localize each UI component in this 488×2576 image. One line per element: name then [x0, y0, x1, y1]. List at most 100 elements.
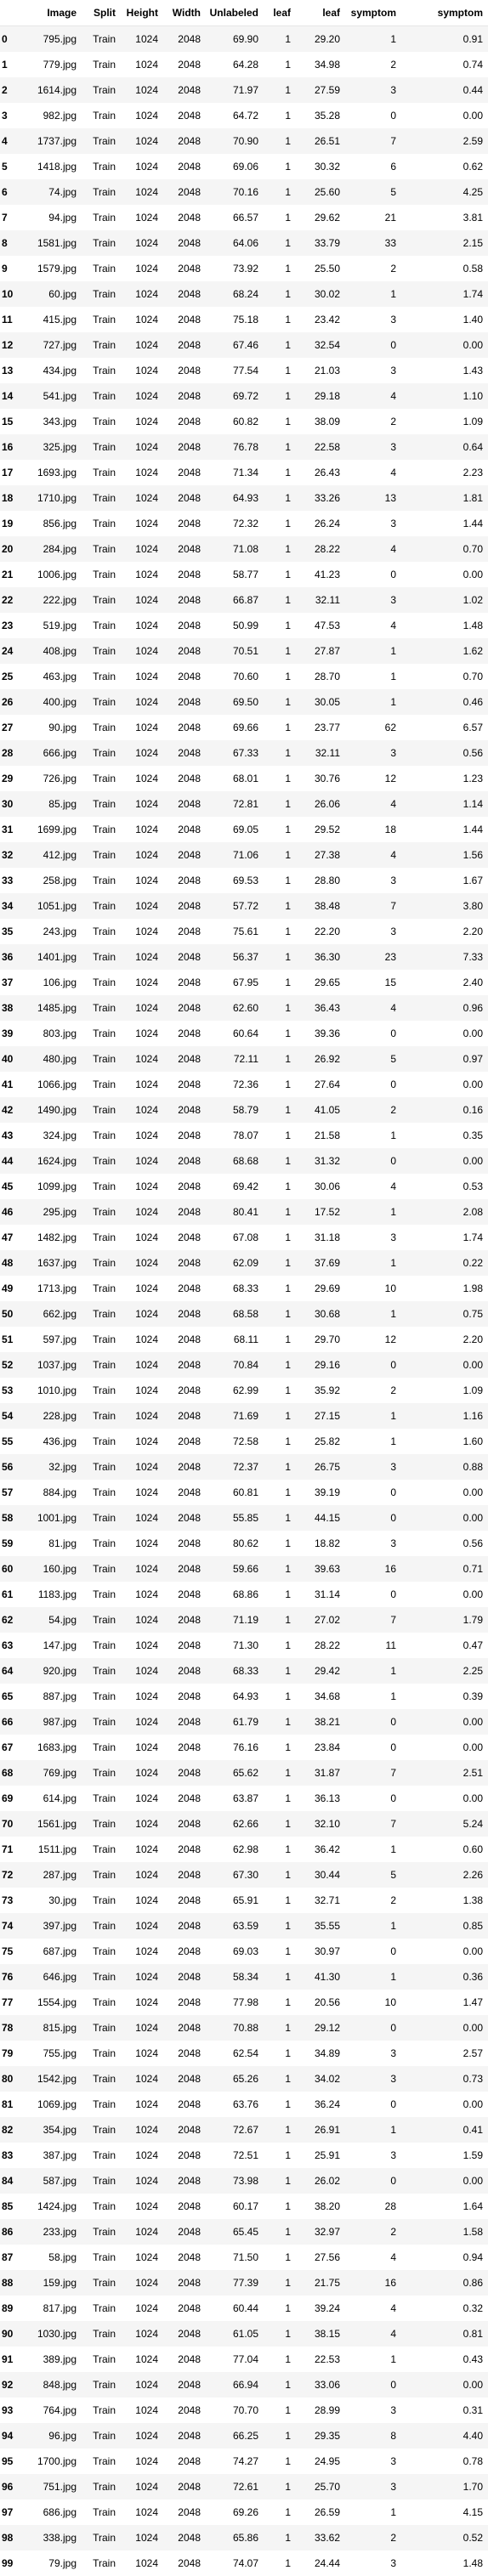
symptom-count-cell: 33 — [345, 230, 401, 256]
symptom-percent-cell: 2.08 — [401, 1199, 488, 1225]
image-cell: 160.jpg — [29, 1556, 82, 1582]
symptom-count-cell: 1 — [345, 1123, 401, 1148]
symptom-count-cell: 3 — [345, 434, 401, 460]
symptom-percent-cell: 0.73 — [401, 2066, 488, 2092]
leaf-percent-cell: 29.69 — [296, 1276, 345, 1301]
symptom-count-cell: 4 — [345, 2245, 401, 2270]
height-cell: 1024 — [121, 1021, 163, 1046]
width-cell: 2048 — [163, 1429, 206, 1454]
symptom-percent-cell: 1.48 — [401, 2551, 488, 2576]
symptom-count-cell: 3 — [345, 511, 401, 536]
height-cell: 1024 — [121, 562, 163, 587]
symptom-count-cell: 2 — [345, 1888, 401, 1913]
header-symptom-count: symptom — [345, 0, 401, 26]
symptom-percent-cell: 0.00 — [401, 2015, 488, 2041]
height-cell: 1024 — [121, 77, 163, 103]
split-cell: Train — [82, 1658, 121, 1684]
symptom-count-cell: 1 — [345, 1301, 401, 1327]
height-cell: 1024 — [121, 1301, 163, 1327]
unlabeled-cell: 75.61 — [206, 919, 264, 944]
unlabeled-cell: 67.46 — [206, 332, 264, 358]
height-cell: 1024 — [121, 2066, 163, 2092]
symptom-count-cell: 3 — [345, 358, 401, 383]
leaf-percent-cell: 37.69 — [296, 1250, 345, 1276]
header-split: Split — [82, 0, 121, 26]
split-cell: Train — [82, 1939, 121, 1964]
symptom-percent-cell: 0.96 — [401, 995, 488, 1021]
unlabeled-cell: 65.45 — [206, 2219, 264, 2245]
width-cell: 2048 — [163, 1913, 206, 1939]
row-index: 10 — [0, 281, 29, 307]
height-cell: 1024 — [121, 2347, 163, 2372]
unlabeled-cell: 63.59 — [206, 1913, 264, 1939]
row-index: 40 — [0, 1046, 29, 1072]
leaf-percent-cell: 36.42 — [296, 1837, 345, 1862]
row-index: 41 — [0, 1072, 29, 1097]
height-cell: 1024 — [121, 1556, 163, 1582]
leaf-percent-cell: 35.55 — [296, 1913, 345, 1939]
width-cell: 2048 — [163, 2474, 206, 2500]
symptom-percent-cell: 0.58 — [401, 256, 488, 281]
symptom-count-cell: 3 — [345, 919, 401, 944]
leaf-percent-cell: 27.02 — [296, 1607, 345, 1633]
height-cell: 1024 — [121, 893, 163, 919]
leaf-count-cell: 1 — [264, 817, 296, 842]
symptom-percent-cell: 5.24 — [401, 1811, 488, 1837]
split-cell: Train — [82, 1582, 121, 1607]
symptom-percent-cell: 1.70 — [401, 2474, 488, 2500]
leaf-percent-cell: 39.36 — [296, 1021, 345, 1046]
symptom-count-cell: 2 — [345, 2525, 401, 2551]
height-cell: 1024 — [121, 2219, 163, 2245]
leaf-percent-cell: 21.03 — [296, 358, 345, 383]
symptom-percent-cell: 1.40 — [401, 307, 488, 332]
symptom-percent-cell: 1.14 — [401, 791, 488, 817]
row-index: 95 — [0, 2449, 29, 2474]
symptom-count-cell: 3 — [345, 1454, 401, 1480]
image-cell: 779.jpg — [29, 52, 82, 77]
row-index: 30 — [0, 791, 29, 817]
leaf-count-cell: 1 — [264, 256, 296, 281]
width-cell: 2048 — [163, 1327, 206, 1352]
unlabeled-cell: 69.05 — [206, 817, 264, 842]
leaf-percent-cell: 32.11 — [296, 587, 345, 613]
width-cell: 2048 — [163, 256, 206, 281]
leaf-percent-cell: 18.82 — [296, 1531, 345, 1556]
leaf-percent-cell: 27.15 — [296, 1403, 345, 1429]
symptom-percent-cell: 0.00 — [401, 1021, 488, 1046]
leaf-count-cell: 1 — [264, 2551, 296, 2576]
unlabeled-cell: 64.93 — [206, 485, 264, 511]
leaf-percent-cell: 31.14 — [296, 1582, 345, 1607]
split-cell: Train — [82, 256, 121, 281]
unlabeled-cell: 57.72 — [206, 893, 264, 919]
split-cell: Train — [82, 2143, 121, 2168]
leaf-count-cell: 1 — [264, 2500, 296, 2525]
row-index: 37 — [0, 970, 29, 995]
leaf-percent-cell: 47.53 — [296, 613, 345, 638]
symptom-percent-cell: 1.02 — [401, 587, 488, 613]
leaf-percent-cell: 38.09 — [296, 409, 345, 434]
symptom-percent-cell: 0.43 — [401, 2347, 488, 2372]
leaf-count-cell: 1 — [264, 1199, 296, 1225]
row-index: 6 — [0, 179, 29, 205]
symptom-percent-cell: 2.20 — [401, 1327, 488, 1352]
row-index: 71 — [0, 1837, 29, 1862]
split-cell: Train — [82, 638, 121, 664]
symptom-percent-cell: 0.00 — [401, 103, 488, 128]
split-cell: Train — [82, 1174, 121, 1199]
symptom-count-cell: 5 — [345, 1046, 401, 1072]
height-cell: 1024 — [121, 1964, 163, 1990]
symptom-percent-cell: 0.53 — [401, 1174, 488, 1199]
height-cell: 1024 — [121, 1913, 163, 1939]
height-cell: 1024 — [121, 664, 163, 689]
leaf-percent-cell: 28.80 — [296, 868, 345, 893]
leaf-count-cell: 1 — [264, 944, 296, 970]
leaf-count-cell: 1 — [264, 205, 296, 230]
unlabeled-cell: 68.01 — [206, 766, 264, 791]
